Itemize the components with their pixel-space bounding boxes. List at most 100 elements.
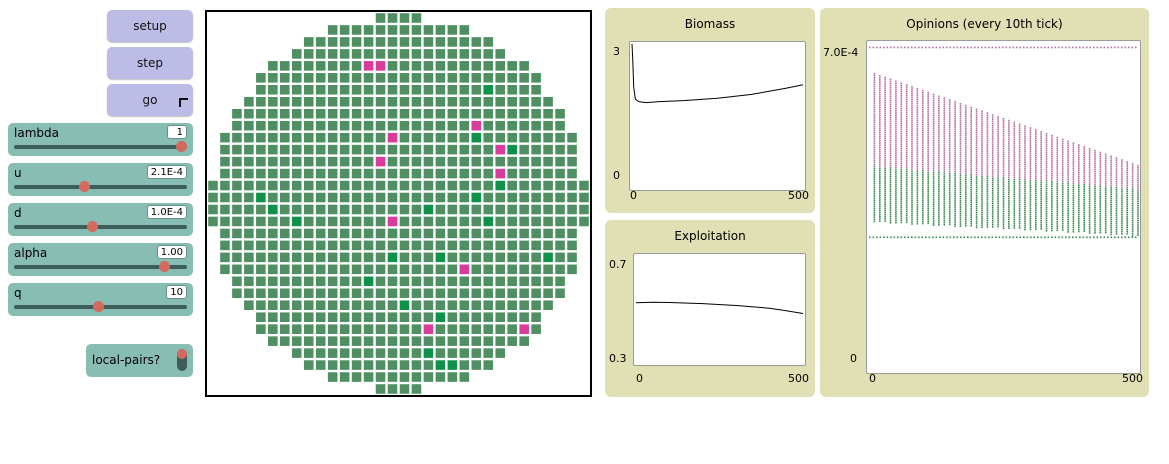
scatter-point	[948, 156, 951, 158]
scatter-point	[991, 150, 994, 152]
scatter-point	[970, 218, 972, 221]
scatter-point	[916, 170, 919, 172]
scatter-point	[1131, 234, 1134, 237]
scatter-point	[889, 192, 892, 195]
patch-cell	[339, 216, 350, 227]
slider-track[interactable]	[14, 265, 187, 269]
scatter-point	[916, 115, 919, 117]
slider-lambda[interactable]: lambda 1	[8, 123, 193, 156]
scatter-point	[905, 189, 908, 192]
scatter-point	[897, 236, 899, 239]
scatter-point	[943, 175, 946, 177]
patch-cell	[303, 216, 314, 227]
slider-thumb[interactable]	[87, 221, 99, 232]
scatter-point	[954, 181, 956, 183]
step-button[interactable]: step	[107, 47, 193, 79]
scatter-point	[1024, 176, 1026, 178]
scatter-point	[965, 125, 967, 128]
patch-cell	[471, 252, 482, 263]
slider-thumb[interactable]	[92, 301, 104, 312]
scatter-point	[986, 215, 989, 218]
scatter-point	[942, 236, 945, 239]
local-pairs-switch[interactable]: local-pairs?	[86, 344, 193, 377]
slider-value[interactable]: 1.0E-4	[146, 205, 187, 219]
scatter-point	[884, 131, 886, 134]
scatter-point	[1008, 140, 1010, 143]
scatter-point	[889, 116, 892, 119]
slider-q[interactable]: q 10	[8, 283, 193, 316]
patch-cell	[471, 312, 482, 322]
scatter-point	[954, 141, 956, 143]
slider-value[interactable]: 10	[166, 285, 187, 299]
scatter-point	[1018, 144, 1021, 147]
scatter-point	[1051, 162, 1053, 164]
scatter-point	[1078, 213, 1080, 216]
slider-value[interactable]: 2.1E-4	[146, 165, 187, 179]
scatter-point	[965, 130, 967, 132]
scatter-point	[970, 195, 972, 197]
patch-cell	[507, 264, 517, 275]
scatter-point	[986, 127, 989, 129]
patch-cell	[351, 156, 362, 167]
patch-cell	[495, 336, 506, 346]
slider-track[interactable]	[14, 185, 187, 189]
slider-track[interactable]	[14, 225, 187, 229]
scatter-point	[991, 198, 994, 201]
scatter-point	[927, 129, 929, 132]
scatter-point	[1045, 151, 1048, 154]
scatter-point	[1040, 217, 1042, 220]
scatter-point	[1067, 167, 1069, 170]
scatter-point	[1067, 195, 1069, 197]
scatter-point	[943, 114, 946, 116]
slider-d[interactable]: d 1.0E-4	[8, 203, 193, 236]
scatter-point	[1013, 125, 1016, 128]
scatter-point	[1040, 236, 1043, 239]
slider-u[interactable]: u 2.1E-4	[8, 163, 193, 196]
scatter-point	[943, 171, 946, 173]
scatter-point	[1051, 141, 1053, 143]
scatter-point	[900, 181, 903, 184]
scatter-point	[970, 182, 972, 185]
scatter-point	[998, 46, 1001, 49]
patch-cell	[399, 49, 410, 59]
scatter-point	[1002, 122, 1005, 124]
slider-alpha[interactable]: alpha 1.00	[8, 243, 193, 276]
patch-cell	[399, 216, 410, 227]
scatter-point	[1008, 185, 1010, 187]
scatter-point	[873, 151, 876, 153]
patch-cell	[483, 180, 494, 191]
patch-cell	[303, 360, 314, 370]
scatter-point	[991, 154, 994, 156]
scatter-point	[916, 182, 919, 185]
slider-value[interactable]: 1	[167, 125, 187, 139]
scatter-point	[1018, 170, 1021, 172]
patch-cell	[303, 85, 314, 95]
scatter-point	[1056, 140, 1059, 143]
setup-button[interactable]: setup	[107, 10, 193, 42]
slider-thumb[interactable]	[176, 141, 187, 152]
slider-thumb[interactable]	[79, 181, 91, 192]
world-view[interactable]	[205, 10, 592, 397]
scatter-point	[1126, 220, 1128, 222]
scatter-point	[1013, 128, 1016, 130]
slider-track[interactable]	[14, 145, 187, 149]
scatter-point	[1035, 196, 1037, 199]
scatter-point	[954, 189, 956, 192]
scatter-point	[1099, 221, 1102, 223]
switch-toggle[interactable]	[177, 349, 187, 371]
go-button[interactable]: go	[107, 84, 193, 116]
slider-value[interactable]: 1.00	[156, 245, 187, 259]
scatter-point	[948, 189, 951, 192]
scatter-point	[948, 154, 951, 156]
scatter-point	[895, 219, 897, 222]
scatter-point	[895, 164, 897, 167]
patch-cell	[327, 49, 338, 59]
slider-thumb[interactable]	[159, 261, 171, 272]
scatter-point	[948, 192, 951, 194]
scatter-point	[916, 153, 919, 155]
patch-cell	[315, 108, 326, 119]
scatter-point	[1088, 177, 1091, 180]
scatter-point	[938, 99, 940, 102]
scatter-point	[1045, 156, 1048, 158]
scatter-point	[954, 202, 956, 204]
